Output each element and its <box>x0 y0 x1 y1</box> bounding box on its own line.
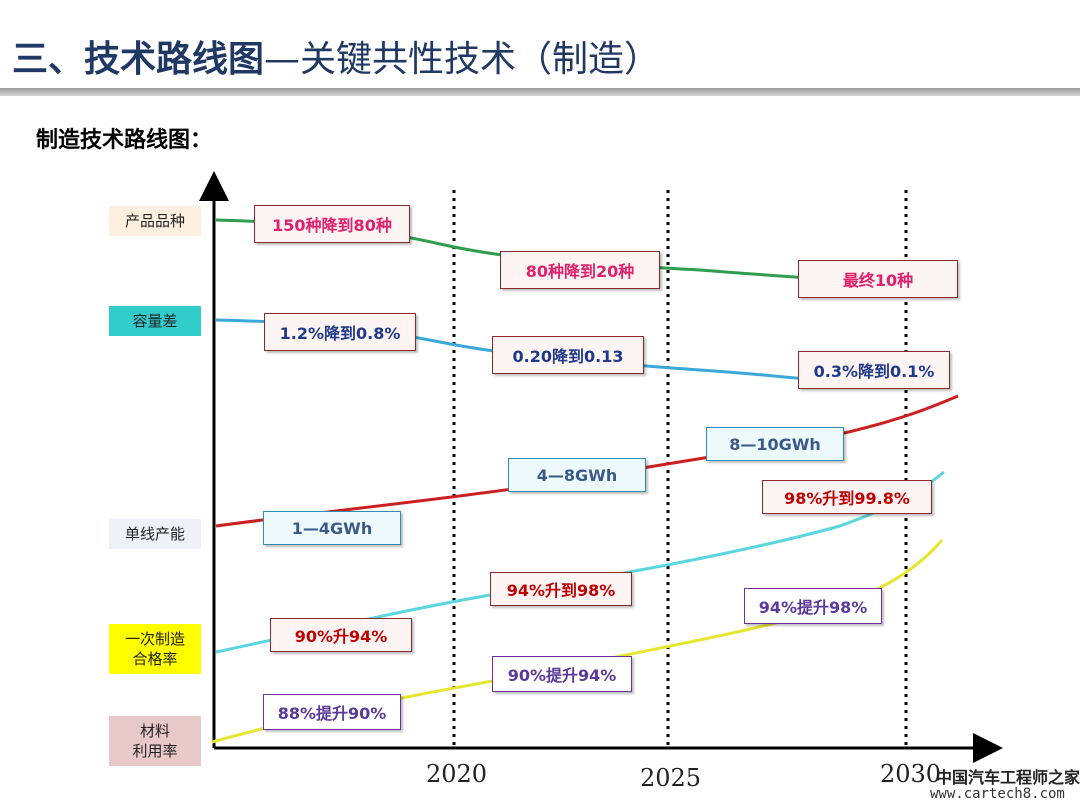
year-label-2020: 2020 <box>426 760 488 788</box>
utilization-box-2030: 94%提升98% <box>744 588 882 624</box>
year-label-2030: 2030 <box>880 760 942 788</box>
year-label-2025: 2025 <box>640 764 702 792</box>
title-bar <box>0 0 1080 92</box>
variety-box-2025: 80种降到20种 <box>500 251 660 289</box>
capacity-box-2030: 0.3%降到0.1% <box>798 351 950 389</box>
row-label-material-utilization: 材料 利用率 <box>109 716 201 766</box>
page-title: 三、技术路线图—关键共性技术（制造） <box>12 30 660 82</box>
row-label-line-output: 单线产能 <box>109 519 201 549</box>
page-title-sub: —关键共性技术（制造） <box>264 39 661 80</box>
capacity-box-2025: 0.20降到0.13 <box>492 336 644 374</box>
capacity-box-2020: 1.2%降到0.8% <box>264 313 416 351</box>
output-box-2030: 8—10GWh <box>706 427 844 461</box>
output-box-2025: 4—8GWh <box>508 458 646 492</box>
utilization-box-2020: 88%提升90% <box>263 694 401 730</box>
section-label: 制造技术路线图： <box>36 128 213 153</box>
row-label-first-pass-yield: 一次制造 合格率 <box>109 624 201 674</box>
variety-box-2020: 150种降到80种 <box>254 205 410 243</box>
page-title-main: 三、技术路线图 <box>12 39 265 80</box>
title-divider <box>0 88 1080 96</box>
variety-box-2030: 最终10种 <box>798 260 958 298</box>
output-box-2020: 1—4GWh <box>263 511 401 545</box>
yield-box-2025: 94%升到98% <box>490 572 632 606</box>
row-label-product-variety: 产品品种 <box>109 206 201 236</box>
watermark-logo-text: 中国汽车工程师之家 <box>936 768 1080 787</box>
row-label-capacity-variance: 容量差 <box>109 306 201 336</box>
yield-box-2030: 98%升到99.8% <box>762 480 932 514</box>
yield-box-2020: 90%升94% <box>270 618 412 652</box>
utilization-box-2025: 90%提升94% <box>492 656 632 692</box>
watermark-url: www.cartech8.com <box>930 786 1065 802</box>
